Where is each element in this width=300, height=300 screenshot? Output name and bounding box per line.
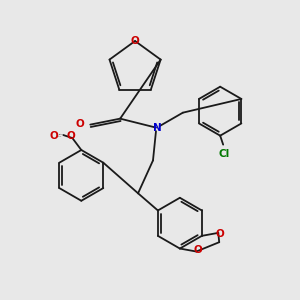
- Text: O: O: [67, 131, 75, 141]
- Text: O: O: [50, 131, 58, 141]
- Text: O: O: [131, 36, 140, 46]
- Text: methoxy: methoxy: [59, 134, 65, 135]
- Text: Cl: Cl: [218, 148, 230, 158]
- Text: methoxy: methoxy: [56, 136, 62, 137]
- Text: O: O: [76, 119, 84, 129]
- Text: O: O: [215, 230, 224, 239]
- Text: O: O: [194, 245, 202, 255]
- Text: N: N: [153, 123, 162, 133]
